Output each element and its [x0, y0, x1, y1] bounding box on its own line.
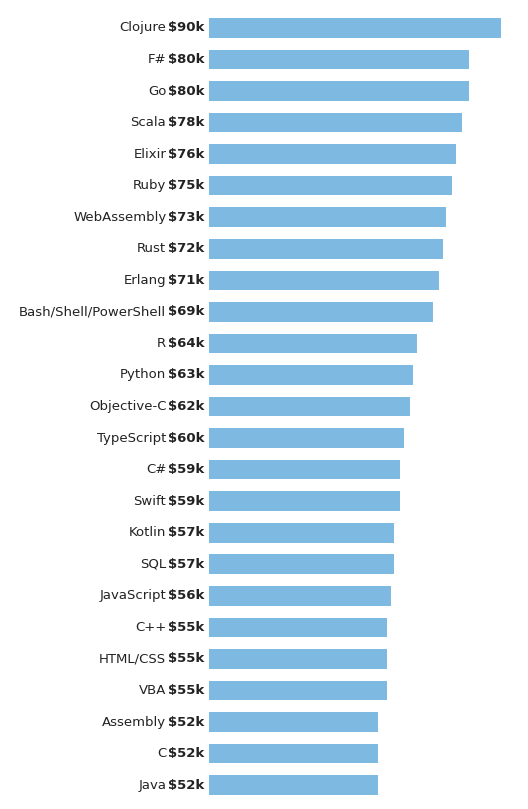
Text: JavaScript: JavaScript [100, 589, 166, 603]
Text: $69k: $69k [168, 305, 204, 319]
Text: $52k: $52k [168, 778, 204, 792]
Text: $73k: $73k [168, 210, 204, 224]
Text: $64k: $64k [168, 337, 204, 350]
Bar [209, 775, 378, 795]
Text: $55k: $55k [168, 621, 204, 634]
Bar [209, 680, 388, 701]
Text: TypeScript: TypeScript [97, 431, 166, 445]
Text: $80k: $80k [168, 84, 204, 98]
Text: WebAssembly: WebAssembly [73, 210, 166, 224]
Text: $55k: $55k [168, 652, 204, 666]
Bar [209, 270, 439, 290]
Text: Elixir: Elixir [134, 147, 166, 161]
Text: $71k: $71k [168, 273, 204, 287]
Bar [209, 18, 501, 38]
Bar [209, 365, 413, 385]
Bar [209, 649, 388, 669]
Text: $60k: $60k [168, 431, 204, 445]
Text: Rust: Rust [137, 242, 166, 256]
Bar [209, 49, 469, 70]
Text: $52k: $52k [168, 747, 204, 760]
Bar [209, 586, 391, 606]
Bar [209, 207, 446, 227]
Text: Scala: Scala [130, 116, 166, 129]
Text: Kotlin: Kotlin [129, 526, 166, 540]
Text: Clojure: Clojure [119, 21, 166, 35]
Text: $55k: $55k [168, 684, 204, 697]
Bar [209, 176, 452, 196]
Text: C++: C++ [135, 621, 166, 634]
Text: Assembly: Assembly [102, 715, 166, 729]
Bar [209, 712, 378, 732]
Text: Swift: Swift [134, 494, 166, 508]
Bar [209, 112, 462, 133]
Bar [209, 554, 394, 574]
Text: $72k: $72k [168, 242, 204, 256]
Bar [209, 302, 433, 322]
Text: C: C [157, 747, 166, 760]
Bar [209, 396, 410, 417]
Text: $62k: $62k [168, 400, 204, 413]
Text: $52k: $52k [168, 715, 204, 729]
Text: $59k: $59k [168, 463, 204, 477]
Text: Ruby: Ruby [133, 179, 166, 193]
Bar [209, 81, 469, 101]
Bar [209, 523, 394, 543]
Text: $75k: $75k [168, 179, 204, 193]
Text: Bash/Shell/PowerShell: Bash/Shell/PowerShell [19, 305, 166, 319]
Text: $76k: $76k [168, 147, 204, 161]
Text: Python: Python [120, 368, 166, 382]
Text: F#: F# [148, 53, 166, 66]
Text: $57k: $57k [168, 557, 204, 571]
Bar [209, 144, 456, 164]
Bar [209, 460, 400, 480]
Bar [209, 617, 388, 637]
Bar [209, 743, 378, 764]
Text: $57k: $57k [168, 526, 204, 540]
Bar [209, 333, 417, 354]
Text: HTML/CSS: HTML/CSS [99, 652, 166, 666]
Text: Erlang: Erlang [124, 273, 166, 287]
Text: C#: C# [146, 463, 166, 477]
Text: $63k: $63k [168, 368, 204, 382]
Bar [209, 491, 400, 511]
Bar [209, 428, 403, 448]
Text: $56k: $56k [168, 589, 204, 603]
Bar [209, 239, 442, 259]
Text: SQL: SQL [140, 557, 166, 571]
Text: $80k: $80k [168, 53, 204, 66]
Text: Objective-C: Objective-C [89, 400, 166, 413]
Text: R: R [157, 337, 166, 350]
Text: VBA: VBA [139, 684, 166, 697]
Text: $59k: $59k [168, 494, 204, 508]
Text: $78k: $78k [168, 116, 204, 129]
Text: Java: Java [138, 778, 166, 792]
Text: $90k: $90k [168, 21, 204, 35]
Text: Go: Go [148, 84, 166, 98]
